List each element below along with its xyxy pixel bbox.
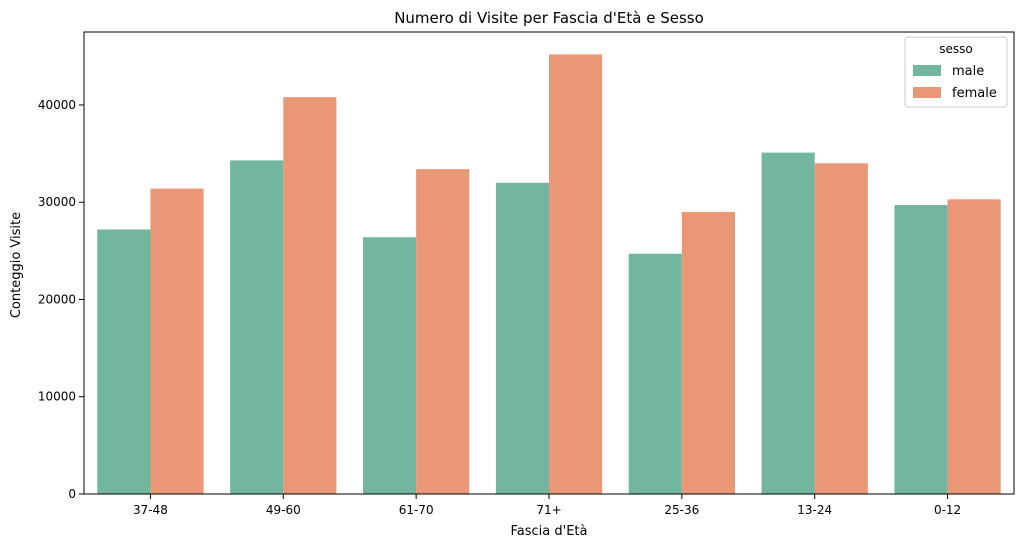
y-tick-label: 10000 bbox=[38, 390, 76, 404]
bar-female bbox=[283, 97, 337, 494]
bar-female bbox=[416, 169, 470, 494]
bar-male bbox=[97, 229, 151, 494]
bar-female bbox=[681, 211, 735, 495]
bar-male bbox=[894, 205, 948, 494]
legend: sesso male female bbox=[904, 36, 1008, 108]
y-axis-label: Conteggio Visite bbox=[9, 212, 24, 318]
plot-area: 37-48 49-60 61-70 71+ 25-36 13-24 0-12 0 10000 20… bbox=[38, 31, 1015, 517]
y-tick-label: 40000 bbox=[38, 98, 76, 112]
bar-female bbox=[814, 163, 868, 494]
y-tick-label: 30000 bbox=[38, 195, 76, 209]
chart-title: Numero di Visite per Fascia d'Età e Sess… bbox=[394, 9, 704, 27]
x-tick-label: 25-36 bbox=[664, 503, 699, 517]
legend-label-female: female bbox=[952, 86, 997, 101]
legend-label-male: male bbox=[952, 64, 984, 79]
x-tick-label: 61-70 bbox=[399, 503, 434, 517]
bar-male bbox=[761, 152, 815, 494]
x-axis-label: Fascia d'Età bbox=[511, 524, 588, 539]
y-tick-label: 0 bbox=[68, 487, 76, 501]
bar-male bbox=[230, 160, 284, 494]
x-tick-label: 0-12 bbox=[934, 503, 961, 517]
legend-swatch-male bbox=[913, 65, 941, 76]
x-tick-label: 13-24 bbox=[797, 503, 832, 517]
y-tick-label: 20000 bbox=[38, 292, 76, 306]
legend-title: sesso bbox=[939, 42, 972, 56]
x-tick-label: 37-48 bbox=[133, 503, 168, 517]
x-tick-label: 71+ bbox=[536, 503, 561, 517]
bar-male bbox=[628, 253, 682, 494]
bar-female bbox=[549, 54, 603, 495]
bar-female bbox=[150, 188, 204, 494]
bar-female bbox=[947, 199, 1001, 494]
bar-male bbox=[363, 237, 417, 494]
legend-swatch-female bbox=[913, 87, 941, 98]
x-tick-label: 49-60 bbox=[266, 503, 301, 517]
bar-male bbox=[495, 182, 549, 495]
